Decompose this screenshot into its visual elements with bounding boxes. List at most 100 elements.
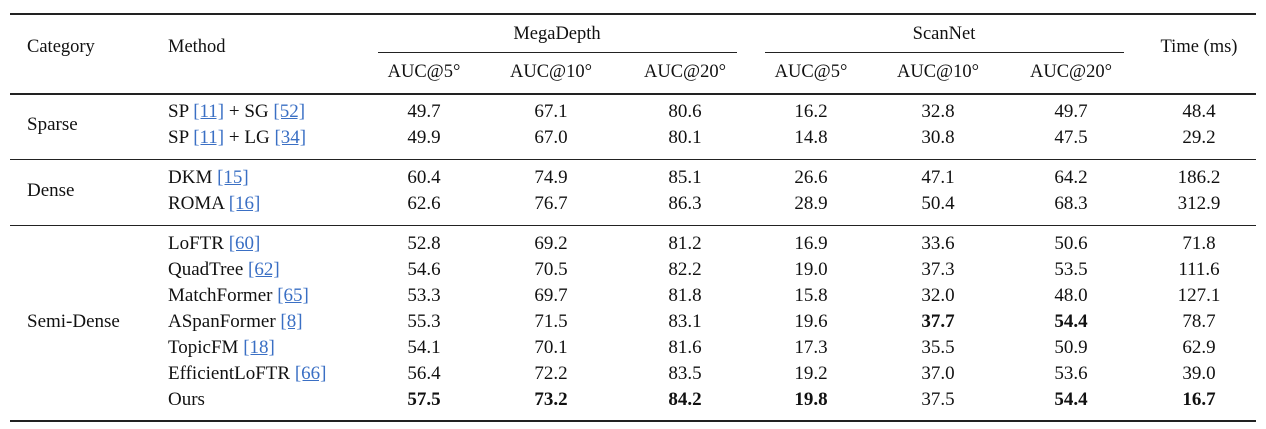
table-cell: 81.2 [668, 233, 702, 254]
header-method: Method [168, 37, 226, 57]
table-cell: 39.0 [1182, 363, 1216, 384]
table-cell: 82.2 [668, 259, 702, 280]
method-text: ASpanFormer [168, 311, 281, 332]
table-cell: 49.9 [407, 127, 441, 148]
citation-link[interactable]: [11] [193, 127, 225, 148]
table-cell: 50.9 [1054, 337, 1088, 358]
table-cell: 15.8 [794, 285, 828, 306]
method-text: + LG [224, 127, 275, 148]
method-name: Ours [168, 389, 205, 411]
method-text: TopicFM [168, 337, 244, 358]
citation-link[interactable]: [65] [277, 285, 309, 306]
table-cell: 37.7 [921, 311, 955, 332]
method-name: ROMA [16] [168, 193, 260, 215]
citation-link[interactable]: [62] [248, 259, 280, 280]
citation-link[interactable]: [8] [280, 311, 303, 332]
method-name: EfficientLoFTR [66] [168, 363, 326, 385]
table-cell: 17.3 [794, 337, 828, 358]
table-cell: 312.9 [1177, 193, 1221, 214]
table-cell: 72.2 [534, 363, 568, 384]
table-cell: 14.8 [794, 127, 828, 148]
method-text: QuadTree [168, 259, 249, 280]
table-cell: 70.1 [534, 337, 568, 358]
table-cell: 84.2 [668, 389, 702, 410]
method-text: SP [168, 127, 194, 148]
table-cell: 83.1 [668, 311, 702, 332]
table-cell: 54.4 [1054, 389, 1088, 410]
table-cell: 16.9 [794, 233, 828, 254]
table-cell: 37.3 [921, 259, 955, 280]
method-text: MatchFormer [168, 285, 278, 306]
table-cell: 80.6 [668, 101, 702, 122]
table-cell: 76.7 [534, 193, 568, 214]
header-md-auc5: AUC@5° [387, 62, 461, 82]
citation-link[interactable]: [34] [274, 127, 307, 148]
table-cell: 54.6 [407, 259, 441, 280]
table-cell: 78.7 [1182, 311, 1216, 332]
method-text: DKM [168, 167, 218, 188]
method-name: DKM [15] [168, 167, 249, 189]
table-cell: 16.2 [794, 101, 828, 122]
citation-link[interactable]: [52] [273, 101, 306, 122]
table-cell: 19.6 [794, 311, 828, 332]
citation-link[interactable]: [16] [228, 193, 261, 214]
table-cell: 54.1 [407, 337, 441, 358]
header-scannet: ScanNet [912, 24, 976, 44]
method-text: ROMA [168, 193, 229, 214]
table-cell: 33.6 [921, 233, 955, 254]
table-cell: 47.5 [1054, 127, 1088, 148]
table-cell: 35.5 [921, 337, 955, 358]
bottom-rule [10, 420, 1256, 422]
header-sn-auc10: AUC@10° [897, 62, 979, 82]
method-text: EfficientLoFTR [168, 363, 295, 384]
table-cell: 37.5 [921, 389, 955, 410]
table-cell: 47.1 [921, 167, 955, 188]
table-cell: 32.0 [921, 285, 955, 306]
table-cell: 69.7 [534, 285, 568, 306]
citation-link[interactable]: [66] [294, 363, 327, 384]
table-cell: 55.3 [407, 311, 441, 332]
sparse-rule [10, 159, 1256, 160]
table-cell: 37.0 [921, 363, 955, 384]
citation-link[interactable]: [15] [217, 167, 249, 188]
table-cell: 71.5 [534, 311, 568, 332]
header-md-auc10: AUC@10° [510, 62, 592, 82]
header-megadepth: MegaDepth [513, 24, 601, 44]
table-cell: 53.6 [1054, 363, 1088, 384]
citation-link[interactable]: [11] [193, 101, 225, 122]
table-cell: 28.9 [794, 193, 828, 214]
table-cell: 186.2 [1177, 167, 1221, 188]
method-name: QuadTree [62] [168, 259, 280, 281]
header-md-auc20: AUC@20° [644, 62, 726, 82]
method-name: ASpanFormer [8] [168, 311, 303, 333]
table-cell: 19.2 [794, 363, 828, 384]
method-name: LoFTR [60] [168, 233, 260, 255]
header-sn-auc20: AUC@20° [1030, 62, 1112, 82]
scannet-cmidrule [765, 52, 1124, 53]
table-cell: 69.2 [534, 233, 568, 254]
method-name: TopicFM [18] [168, 337, 275, 359]
table-cell: 85.1 [668, 167, 702, 188]
method-text: Ours [168, 389, 205, 410]
citation-link[interactable]: [18] [243, 337, 275, 358]
table-cell: 68.3 [1054, 193, 1088, 214]
citation-link[interactable]: [60] [228, 233, 261, 254]
table-cell: 81.8 [668, 285, 702, 306]
table-cell: 83.5 [668, 363, 702, 384]
table-cell: 74.9 [534, 167, 568, 188]
table-cell: 60.4 [407, 167, 441, 188]
header-time: Time (ms) [1160, 37, 1238, 57]
table-cell: 71.8 [1182, 233, 1216, 254]
table-cell: 50.4 [921, 193, 955, 214]
method-name: SP [11] + LG [34] [168, 127, 306, 149]
table-cell: 127.1 [1177, 285, 1221, 306]
table-cell: 30.8 [921, 127, 955, 148]
top-rule [10, 13, 1256, 15]
table-cell: 48.0 [1054, 285, 1088, 306]
header-rule [10, 93, 1256, 95]
table-cell: 32.8 [921, 101, 955, 122]
table-cell: 57.5 [407, 389, 441, 410]
table-cell: 19.0 [794, 259, 828, 280]
table-cell: 53.3 [407, 285, 441, 306]
table-cell: 50.6 [1054, 233, 1088, 254]
